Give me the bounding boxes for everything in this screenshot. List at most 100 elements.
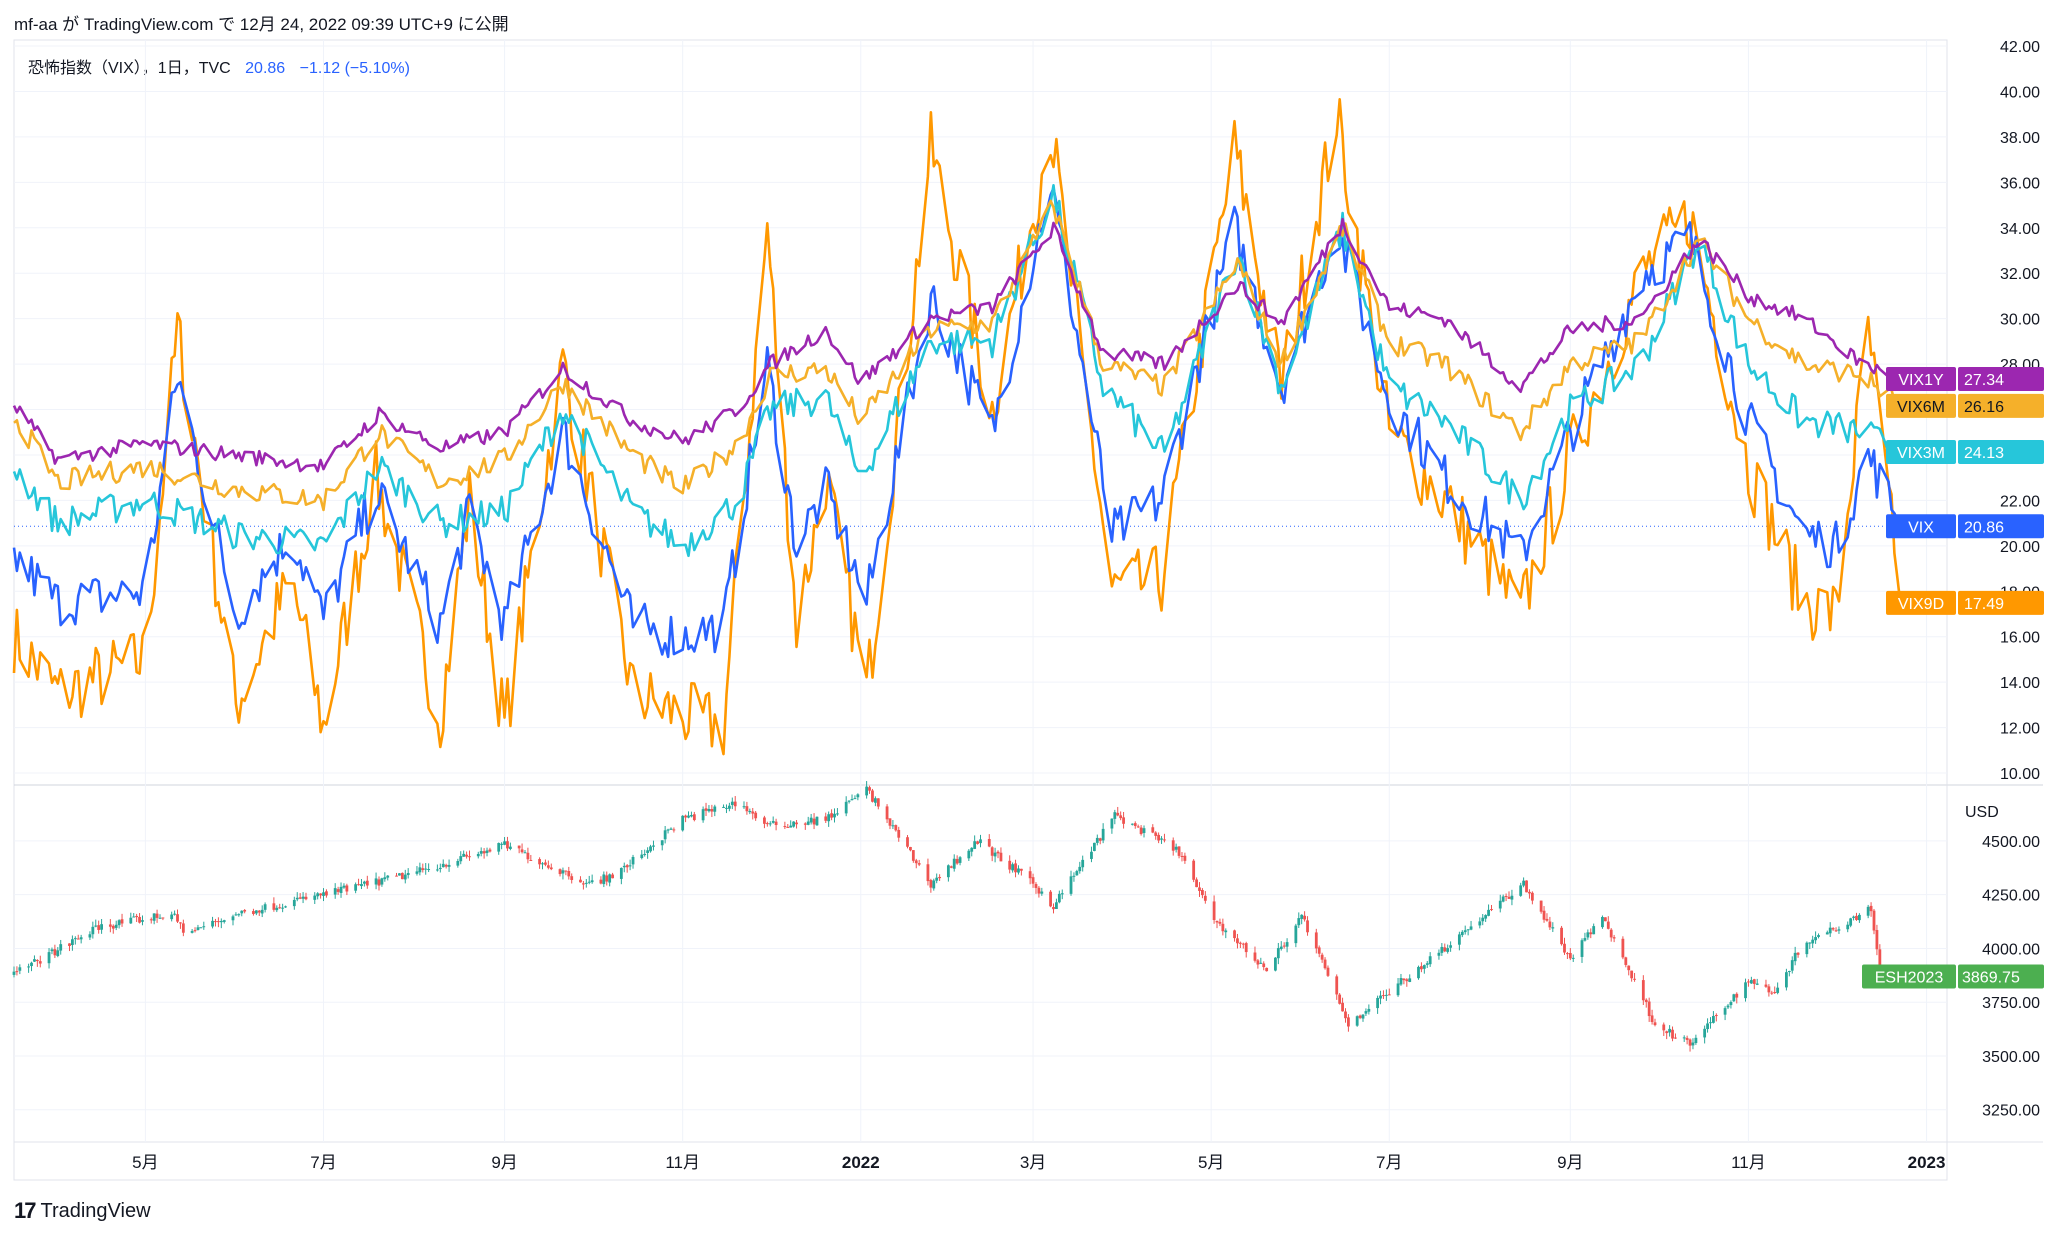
legend-symbol[interactable]: 恐怖指数（VIX），1日，TVC xyxy=(28,60,231,77)
candle-body xyxy=(1215,920,1219,923)
candle-body xyxy=(1306,920,1309,933)
candle-body xyxy=(1031,877,1035,884)
candle-body xyxy=(979,839,982,844)
candle-body xyxy=(56,950,60,957)
candle-body xyxy=(1530,892,1534,901)
tradingview-brand[interactable]: 17 TradingView xyxy=(14,1198,151,1224)
candle-body xyxy=(53,949,57,956)
candle-body xyxy=(456,861,460,866)
candle-body xyxy=(579,879,582,883)
candle-body xyxy=(763,817,766,824)
candle-body xyxy=(1828,927,1832,934)
candle-body xyxy=(1142,828,1146,833)
candle-body xyxy=(1236,938,1239,944)
candle-body xyxy=(1151,827,1155,833)
candle-body xyxy=(929,880,933,888)
candle-body xyxy=(149,919,153,921)
candle-body xyxy=(179,922,182,924)
candle-body xyxy=(1180,855,1184,857)
series-label-vix9d: VIX9D 17.49 xyxy=(1886,590,2044,615)
candle-body xyxy=(1668,1028,1672,1033)
candle-body xyxy=(751,811,755,814)
candle-body xyxy=(441,863,445,868)
candle-body xyxy=(605,875,609,882)
candle-body xyxy=(815,816,819,826)
candle-body xyxy=(1443,947,1447,952)
candle-body xyxy=(619,867,623,879)
candlestick-series xyxy=(12,781,1902,1052)
candle-body xyxy=(181,923,185,933)
candle-body xyxy=(1805,942,1809,955)
candle-body xyxy=(1183,855,1187,861)
candle-body xyxy=(135,915,139,918)
candle-body xyxy=(1463,930,1467,933)
candle-body xyxy=(1671,1029,1674,1039)
candle-body xyxy=(865,786,869,796)
candle-body xyxy=(1139,827,1143,835)
candle-body xyxy=(1136,826,1140,828)
candle-body xyxy=(1294,925,1298,944)
candle-body xyxy=(1262,963,1266,968)
candle-body xyxy=(211,920,214,927)
candle-body xyxy=(1449,945,1453,948)
candle-body xyxy=(173,913,176,915)
candle-body xyxy=(526,852,530,860)
candle-body xyxy=(707,808,711,812)
candle-body xyxy=(219,920,223,923)
candle-body xyxy=(1355,1016,1359,1026)
x-tick-label: 2022 xyxy=(842,1153,880,1172)
candle-body xyxy=(1525,880,1528,893)
candle-body xyxy=(546,865,550,868)
candle-body xyxy=(1347,1017,1350,1027)
series-label-vix: VIX 20.86 xyxy=(1886,514,2044,539)
candle-body xyxy=(949,866,953,868)
candle-body xyxy=(1630,970,1634,979)
candle-body xyxy=(403,874,407,880)
candle-body xyxy=(1528,891,1531,894)
y-tick-label: 20.00 xyxy=(2000,539,2040,556)
y-tick-label: 42.00 xyxy=(2000,39,2040,56)
candle-body xyxy=(1548,921,1552,928)
candle-body xyxy=(1855,915,1858,920)
x-tick-label: 11月 xyxy=(665,1153,700,1172)
candle-body xyxy=(497,843,501,852)
candle-body xyxy=(313,895,317,900)
candle-body xyxy=(88,934,92,938)
candle-body xyxy=(342,885,346,888)
candle-body xyxy=(1320,954,1324,960)
candle-body xyxy=(631,856,635,865)
candle-body xyxy=(765,823,769,825)
candle-body xyxy=(1317,947,1321,954)
series-line-vix xyxy=(12,187,1902,659)
candle-body xyxy=(1770,992,1774,994)
candle-body xyxy=(1218,921,1222,924)
candle-body xyxy=(231,916,235,921)
candle-body xyxy=(1276,948,1280,959)
candle-body xyxy=(649,846,652,852)
candle-body xyxy=(424,868,428,870)
candle-body xyxy=(500,843,504,845)
candle-body xyxy=(1034,884,1038,888)
candle-body xyxy=(362,881,366,884)
candle-body xyxy=(1484,915,1488,919)
candle-body xyxy=(196,927,200,931)
candle-body xyxy=(415,871,419,874)
candle-body xyxy=(1259,962,1263,964)
y-tick-label: 4250.00 xyxy=(1982,888,2040,905)
series-label-vix1y: VIX1Y 27.34 xyxy=(1886,367,2044,392)
candle-body xyxy=(1831,928,1835,930)
candle-body xyxy=(663,830,667,840)
series-last-value: 27.34 xyxy=(1964,372,2004,389)
candle-body xyxy=(946,865,950,878)
candle-body xyxy=(891,825,895,827)
candle-body xyxy=(1221,923,1225,932)
candle-body xyxy=(1446,948,1450,952)
candle-body xyxy=(1539,900,1543,912)
candle-body xyxy=(1303,915,1307,920)
series-last-value: 17.49 xyxy=(1964,596,2004,613)
candle-body xyxy=(1612,937,1616,939)
candle-body xyxy=(438,867,442,870)
candle-body xyxy=(1487,909,1490,916)
candle-body xyxy=(275,907,279,911)
